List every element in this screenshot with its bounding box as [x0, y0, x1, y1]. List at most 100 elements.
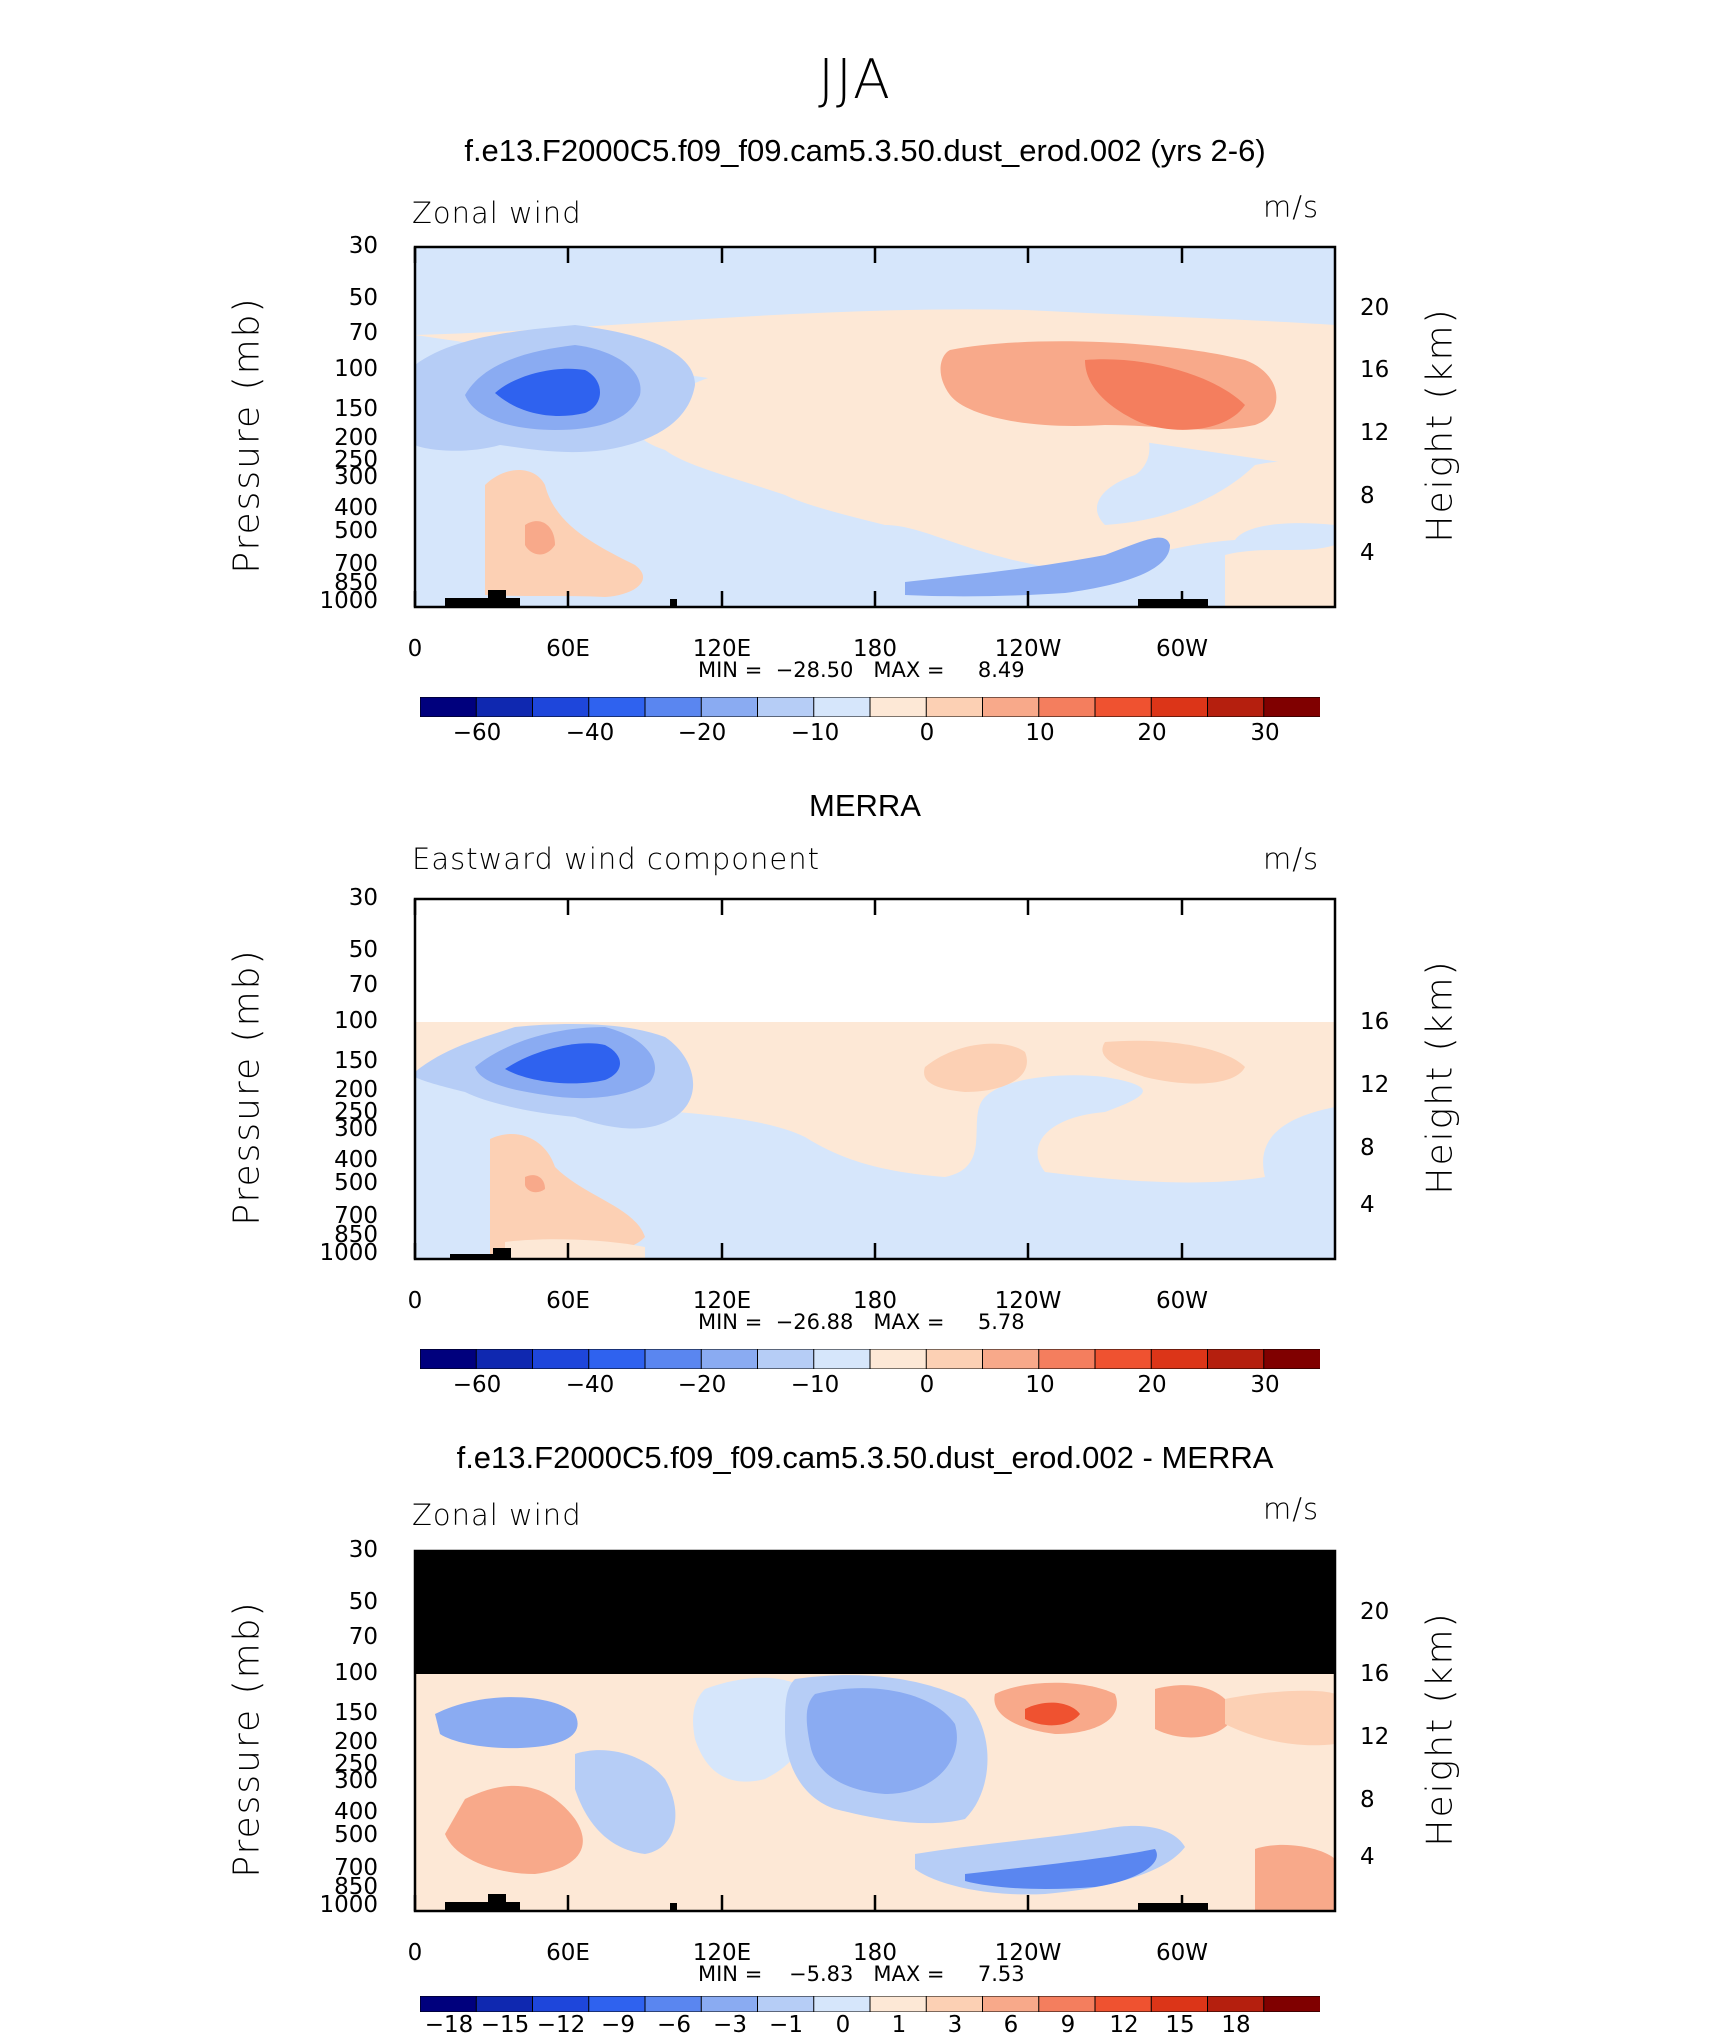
- panel-2-negative-core: [505, 1043, 620, 1084]
- panel-3-ytick-right: 8: [1360, 1787, 1375, 1813]
- colorbar-swatch: [982, 1996, 1040, 2012]
- panel-2-ylabel: Pressure (mb): [226, 948, 268, 1226]
- colorbar-swatch: [1038, 1349, 1096, 1369]
- panel-1-lower-positive: [485, 470, 644, 597]
- panel-2-cb-label: −10: [790, 1372, 840, 1398]
- colorbar-swatch: [588, 1996, 646, 2012]
- panel-1-cb-label: −10: [790, 720, 840, 746]
- panel-2-xtick: 60E: [546, 1288, 590, 1314]
- panel-2-ytick: 250: [334, 1099, 378, 1125]
- panel-3-negative-west: [435, 1697, 578, 1749]
- panel-2-ytick: 300: [334, 1116, 378, 1142]
- panel-1-strat-band: [415, 247, 1335, 330]
- colorbar-swatch: [700, 697, 759, 717]
- panel-2-land-africa: [450, 1254, 510, 1259]
- colorbar-swatch: [588, 697, 646, 717]
- colorbar-swatch: [1038, 697, 1096, 717]
- panel-1-positive-max: [1085, 359, 1245, 430]
- panel-1-ytick: 700: [334, 551, 378, 577]
- panel-3-cb-label: 6: [1003, 2012, 1019, 2038]
- colorbar-swatch: [757, 1349, 815, 1369]
- panel-2-xtick: 120E: [692, 1288, 752, 1314]
- panel-2-ytick: 850: [334, 1222, 378, 1248]
- panel-3-negative-lower-core: [965, 1849, 1157, 1889]
- panel-1-ytick: 30: [348, 233, 378, 259]
- panel-2-title: MERRA: [809, 788, 921, 823]
- panel-1-ytick: 200: [334, 425, 378, 451]
- panel-2-lower-positive: [490, 1134, 645, 1259]
- colorbar-swatch: [588, 1349, 646, 1369]
- panel-3-cb-label: 12: [1109, 2012, 1139, 2038]
- panel-2-ytick: 100: [334, 1008, 378, 1034]
- panel-1-ylabel-right-container: Height (km): [1420, 307, 1675, 542]
- figure-title: JJA: [818, 48, 892, 111]
- panel-3-ylabel: Pressure (mb): [226, 1600, 268, 1878]
- colorbar-swatch: [1150, 1349, 1209, 1369]
- panel-3-ylabel-right: Height (km): [1419, 1611, 1461, 1847]
- panel-1-plot: [413, 245, 1337, 609]
- panel-2-ytick-right: 12: [1360, 1072, 1390, 1098]
- panel-2-ytick: 50: [348, 937, 378, 963]
- panel-3-ytick: 100: [334, 1660, 378, 1686]
- panel-1-lower-negative: [905, 537, 1170, 597]
- panel-3-negative-core: [806, 1688, 957, 1794]
- panel-3-positive-max: [1025, 1702, 1080, 1726]
- panel-3-negative-outer-1: [693, 1677, 809, 1782]
- panel-2-ytick-right: 4: [1360, 1192, 1375, 1218]
- panel-2-xtick: 120W: [994, 1288, 1062, 1314]
- panel-1-ytick: 400: [334, 495, 378, 521]
- panel-2-ytick: 700: [334, 1203, 378, 1229]
- panel-1-xtick: 120E: [692, 636, 752, 662]
- panel-1-ylabel-right: Height (km): [1419, 307, 1461, 543]
- panel-3-cb-label: 0: [835, 2012, 851, 2038]
- panel-2-colorbar: [420, 1349, 1320, 1369]
- panel-3-xtick: 60W: [1155, 1940, 1208, 1966]
- panel-3-xtick: 180: [853, 1940, 897, 1966]
- panel-1-ytick: 850: [334, 570, 378, 596]
- panel-1-lower-positive-core: [525, 521, 555, 555]
- panel-1-negative-core: [495, 368, 600, 416]
- colorbar-swatch: [1263, 697, 1320, 717]
- colorbar-swatch: [925, 697, 984, 717]
- panel-3-ytick: 1000: [319, 1892, 378, 1918]
- panel-2-ytick: 1000: [319, 1240, 378, 1266]
- panel-2-land-highland: [493, 1248, 511, 1259]
- panel-3-cb-label: 1: [891, 2012, 907, 2038]
- panel-1-ytick-right: 20: [1360, 295, 1390, 321]
- panel-3-xticks: [413, 1895, 1184, 1911]
- colorbar-swatch: [1207, 1996, 1265, 2012]
- panel-2-positive-blob-1: [924, 1043, 1027, 1092]
- panel-3-xtick: 120W: [994, 1940, 1062, 1966]
- colorbar-swatch: [869, 1996, 928, 2012]
- panel-2-ytick: 150: [334, 1048, 378, 1074]
- panel-3-cb-label: 15: [1165, 2012, 1195, 2038]
- colorbar-swatch: [813, 697, 871, 717]
- colorbar-swatch: [1094, 697, 1153, 717]
- colorbar-swatch: [813, 1349, 871, 1369]
- panel-3-cb-labels: −18 −15 −12 −9 −6 −3 −1 0 1 3 6 9 12 15 …: [420, 2012, 1320, 2038]
- colorbar-swatch: [982, 1349, 1040, 1369]
- panel-2-xticks: [413, 899, 1184, 1259]
- panel-1-xtick: 180: [853, 636, 897, 662]
- colorbar-swatch: [1150, 697, 1209, 717]
- colorbar-swatch: [1094, 1349, 1153, 1369]
- panel-2-xtick: 60W: [1155, 1288, 1208, 1314]
- panel-3-ytick: 30: [348, 1537, 378, 1563]
- panel-1-ytick: 100: [334, 356, 378, 382]
- panel-3-cb-label: −12: [536, 2012, 586, 2038]
- panel-2-cb-label: −60: [452, 1372, 502, 1398]
- panel-2-ytick: 70: [348, 972, 378, 998]
- panel-1-ytick: 150: [334, 396, 378, 422]
- panel-3-ytick-right: 20: [1360, 1599, 1390, 1625]
- panel-3-land-indonesia: [670, 1903, 677, 1911]
- panel-3-field-label: Zonal wind: [412, 1498, 582, 1532]
- panel-1-ytick: 70: [348, 320, 378, 346]
- panel-2-cb-label: 20: [1137, 1372, 1167, 1398]
- colorbar-swatch: [1263, 1996, 1320, 2012]
- panel-1-cb-label: −20: [677, 720, 727, 746]
- panel-3-positive-far-east: [1225, 1690, 1335, 1746]
- panel-3-ytick: 850: [334, 1874, 378, 1900]
- colorbar-swatch: [757, 1996, 815, 2012]
- panel-3-cb-label: 3: [947, 2012, 963, 2038]
- panel-1-ytick-right: 8: [1360, 483, 1375, 509]
